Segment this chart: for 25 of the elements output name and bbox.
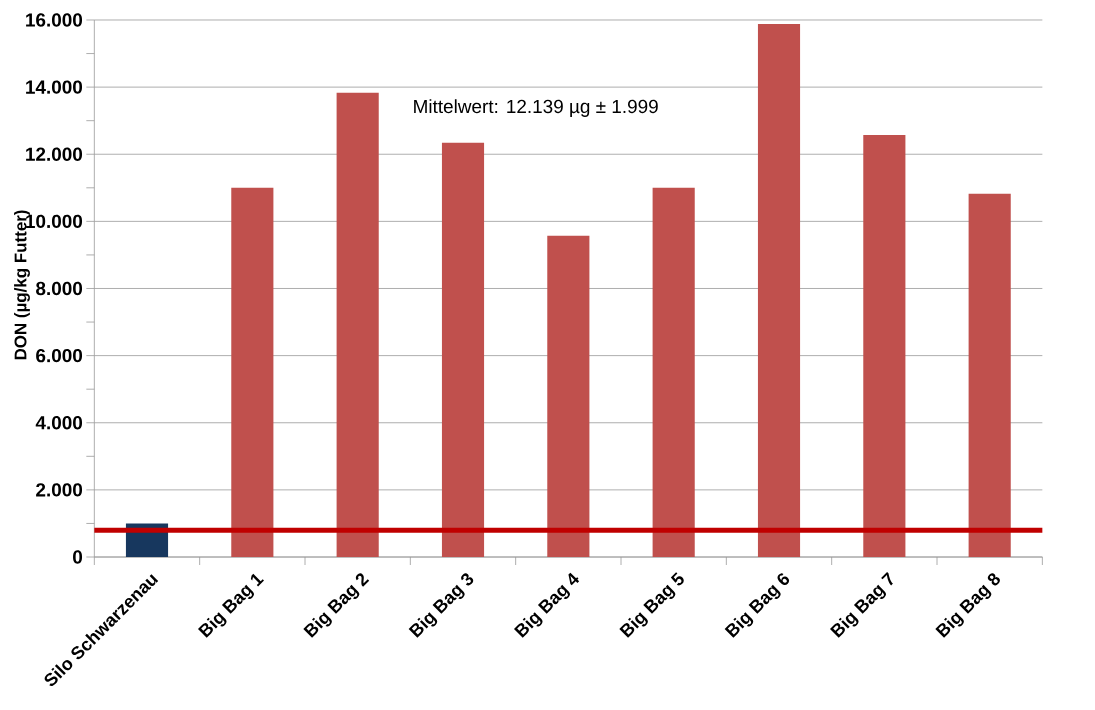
- y-tick-label: 14.000: [26, 80, 83, 94]
- x-tick-label: Big Bag 4: [513, 572, 580, 638]
- y-tick-label: 0: [73, 550, 83, 564]
- y-tick-label: 2.000: [36, 483, 83, 497]
- bar: [336, 92, 379, 557]
- bar: [231, 187, 274, 557]
- bar: [652, 187, 695, 557]
- x-tick-label: Big Bag 5: [619, 572, 684, 638]
- y-tick-label: 4.000: [35, 416, 83, 430]
- y-tick-label: 8.000: [36, 281, 83, 296]
- bar: [547, 235, 590, 557]
- x-tick-label: Big Bag 7: [829, 571, 893, 638]
- bar: [968, 193, 1011, 557]
- bar: [757, 24, 801, 557]
- x-tick-label: Big Bag 8: [935, 573, 1000, 638]
- bar: [441, 142, 485, 557]
- x-tick-label: Big Bag 2: [303, 573, 370, 638]
- annotation: Mittelwert: 12.139 µg ± 1.999: [414, 99, 658, 117]
- x-tick-label: Big Bag 1: [197, 573, 264, 638]
- y-tick-label: 16.000: [26, 13, 83, 27]
- x-tick-label: Big Bag 3: [408, 573, 474, 638]
- x-tick-label: Big Bag 6: [724, 573, 790, 638]
- bar: [863, 135, 906, 557]
- y-tick-label: 6.000: [36, 348, 83, 363]
- y-tick-label: 12.000: [26, 147, 83, 161]
